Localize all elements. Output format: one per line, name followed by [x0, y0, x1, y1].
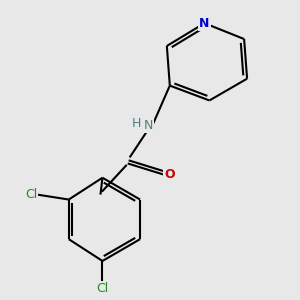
Text: N: N	[143, 119, 153, 132]
Text: N: N	[199, 17, 210, 30]
Text: O: O	[164, 168, 175, 181]
Text: Cl: Cl	[96, 282, 109, 295]
Text: Cl: Cl	[25, 188, 37, 201]
Text: H: H	[132, 117, 141, 130]
